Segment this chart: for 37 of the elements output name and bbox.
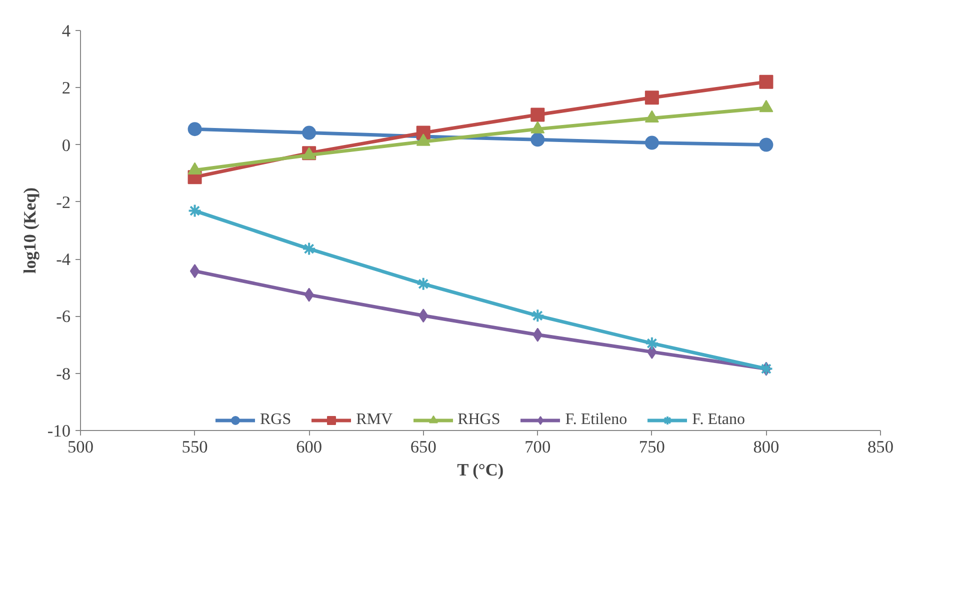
y-tick-label: -6 bbox=[56, 307, 71, 326]
legend-label: RHGS bbox=[458, 411, 500, 429]
point bbox=[644, 136, 659, 150]
point bbox=[530, 108, 545, 122]
point bbox=[188, 122, 202, 136]
legend-label: RMV bbox=[356, 411, 393, 429]
point bbox=[190, 264, 200, 278]
point bbox=[644, 90, 659, 105]
y-tick-label: 4 bbox=[62, 22, 71, 40]
point bbox=[530, 308, 545, 323]
y-tick-label: -8 bbox=[56, 364, 71, 384]
x-tick-label: 600 bbox=[296, 438, 322, 456]
x-tick-label: 500 bbox=[68, 438, 94, 456]
x-tick-label: 750 bbox=[638, 438, 665, 456]
legend-label: F. Etano bbox=[692, 411, 746, 429]
point bbox=[188, 204, 202, 218]
y-tick-label: -2 bbox=[56, 192, 71, 212]
x-axis-title: T (°C) bbox=[457, 460, 504, 480]
point bbox=[759, 138, 774, 152]
point bbox=[302, 242, 316, 256]
x-tick-label: 550 bbox=[182, 438, 208, 456]
point bbox=[416, 276, 430, 291]
point bbox=[530, 132, 545, 147]
x-tick-label: 700 bbox=[524, 438, 551, 456]
y-tick-label: -10 bbox=[47, 422, 71, 440]
y-axis-title: log10 (Keq) bbox=[20, 187, 40, 274]
x-tick-label: 650 bbox=[410, 438, 436, 456]
legend-label: F. Etileno bbox=[565, 411, 628, 429]
y-tick-label: 2 bbox=[62, 78, 71, 98]
y-tick-label: 0 bbox=[62, 136, 71, 155]
point bbox=[644, 336, 659, 350]
legend-label: RGS bbox=[260, 411, 292, 429]
y-tick-label: -4 bbox=[56, 250, 71, 270]
point bbox=[759, 74, 774, 89]
x-tick-label: 800 bbox=[753, 438, 780, 456]
point bbox=[302, 126, 316, 140]
x-tick-label: 850 bbox=[868, 438, 894, 456]
